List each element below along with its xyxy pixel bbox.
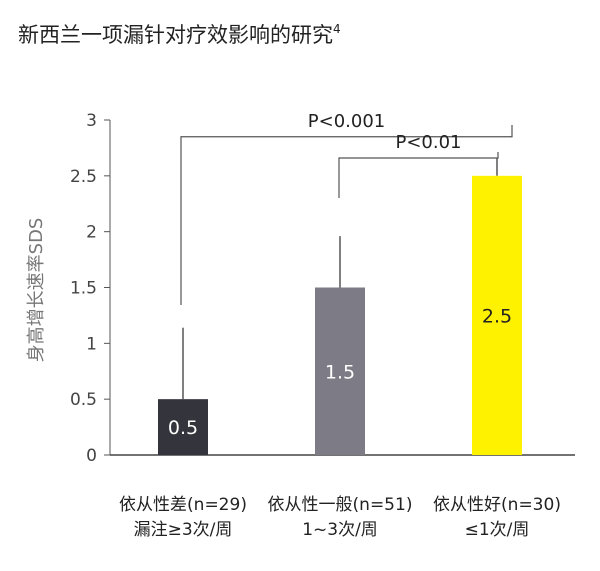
bar — [158, 399, 208, 455]
significance-bracket — [338, 152, 499, 198]
p-value-label: P<0.001 — [308, 111, 385, 132]
error-bars — [182, 157, 498, 400]
bar — [315, 287, 365, 455]
significance-brackets: P<0.001 P<0.01 — [180, 111, 513, 305]
bar-value-labels: 0.5 1.5 2.5 — [168, 305, 512, 439]
category-label-line2: 1~3次/周 — [302, 520, 378, 540]
category-label-line2: 漏注≥3次/周 — [134, 520, 233, 540]
y-tick-label: 0 — [86, 446, 97, 466]
category-label-line1: 依从性好(n=30) — [433, 495, 561, 515]
category-labels: 依从性差(n=29) 漏注≥3次/周 依从性一般(n=51) 1~3次/周 依从性好(n… — [119, 495, 561, 540]
category-label-line1: 依从性一般(n=51) — [268, 495, 413, 515]
y-tick-label: 2 — [86, 223, 97, 243]
y-tick-label: 3 — [86, 111, 97, 131]
y-axis-label: 身高增长速率SDS — [26, 218, 47, 363]
chart-title-text: 新西兰一项漏针对疗效影响的研究 — [18, 23, 333, 47]
category-label-line1: 依从性差(n=29) — [119, 495, 247, 515]
y-tick-label: 2.5 — [70, 167, 97, 187]
y-tick-label: 1.5 — [70, 279, 97, 299]
bar-value-label: 1.5 — [325, 361, 355, 383]
y-tick-label: 1 — [86, 334, 97, 354]
significance-bracket — [180, 125, 513, 305]
p-value-label: P<0.01 — [395, 132, 461, 153]
category-label-line2: ≤1次/周 — [465, 520, 530, 540]
chart-title-superscript: 4 — [333, 22, 341, 36]
bars — [158, 175, 522, 456]
chart-title: 新西兰一项漏针对疗效影响的研究4 — [18, 22, 341, 47]
bar — [472, 175, 522, 456]
bar-value-label: 0.5 — [168, 417, 198, 439]
bar-value-label: 2.5 — [482, 305, 512, 327]
y-tick-label: 0.5 — [70, 390, 97, 410]
